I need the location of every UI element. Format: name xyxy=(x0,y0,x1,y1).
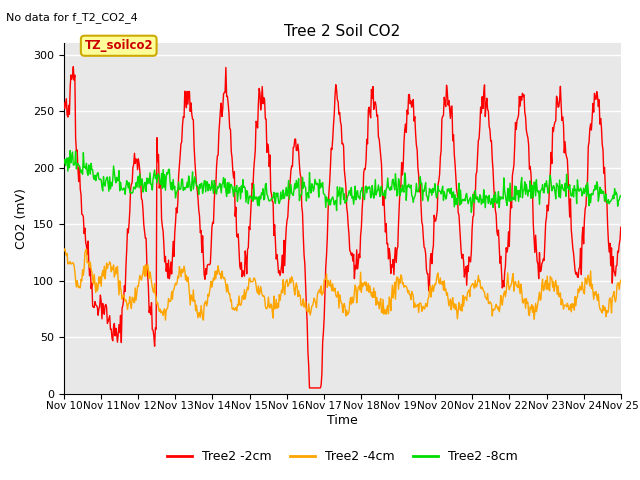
Text: No data for f_T2_CO2_4: No data for f_T2_CO2_4 xyxy=(6,12,138,23)
Title: Tree 2 Soil CO2: Tree 2 Soil CO2 xyxy=(284,24,401,39)
X-axis label: Time: Time xyxy=(327,414,358,427)
Legend: Tree2 -2cm, Tree2 -4cm, Tree2 -8cm: Tree2 -2cm, Tree2 -4cm, Tree2 -8cm xyxy=(162,445,523,468)
Text: TZ_soilco2: TZ_soilco2 xyxy=(84,39,153,52)
Y-axis label: CO2 (mV): CO2 (mV) xyxy=(15,188,28,249)
